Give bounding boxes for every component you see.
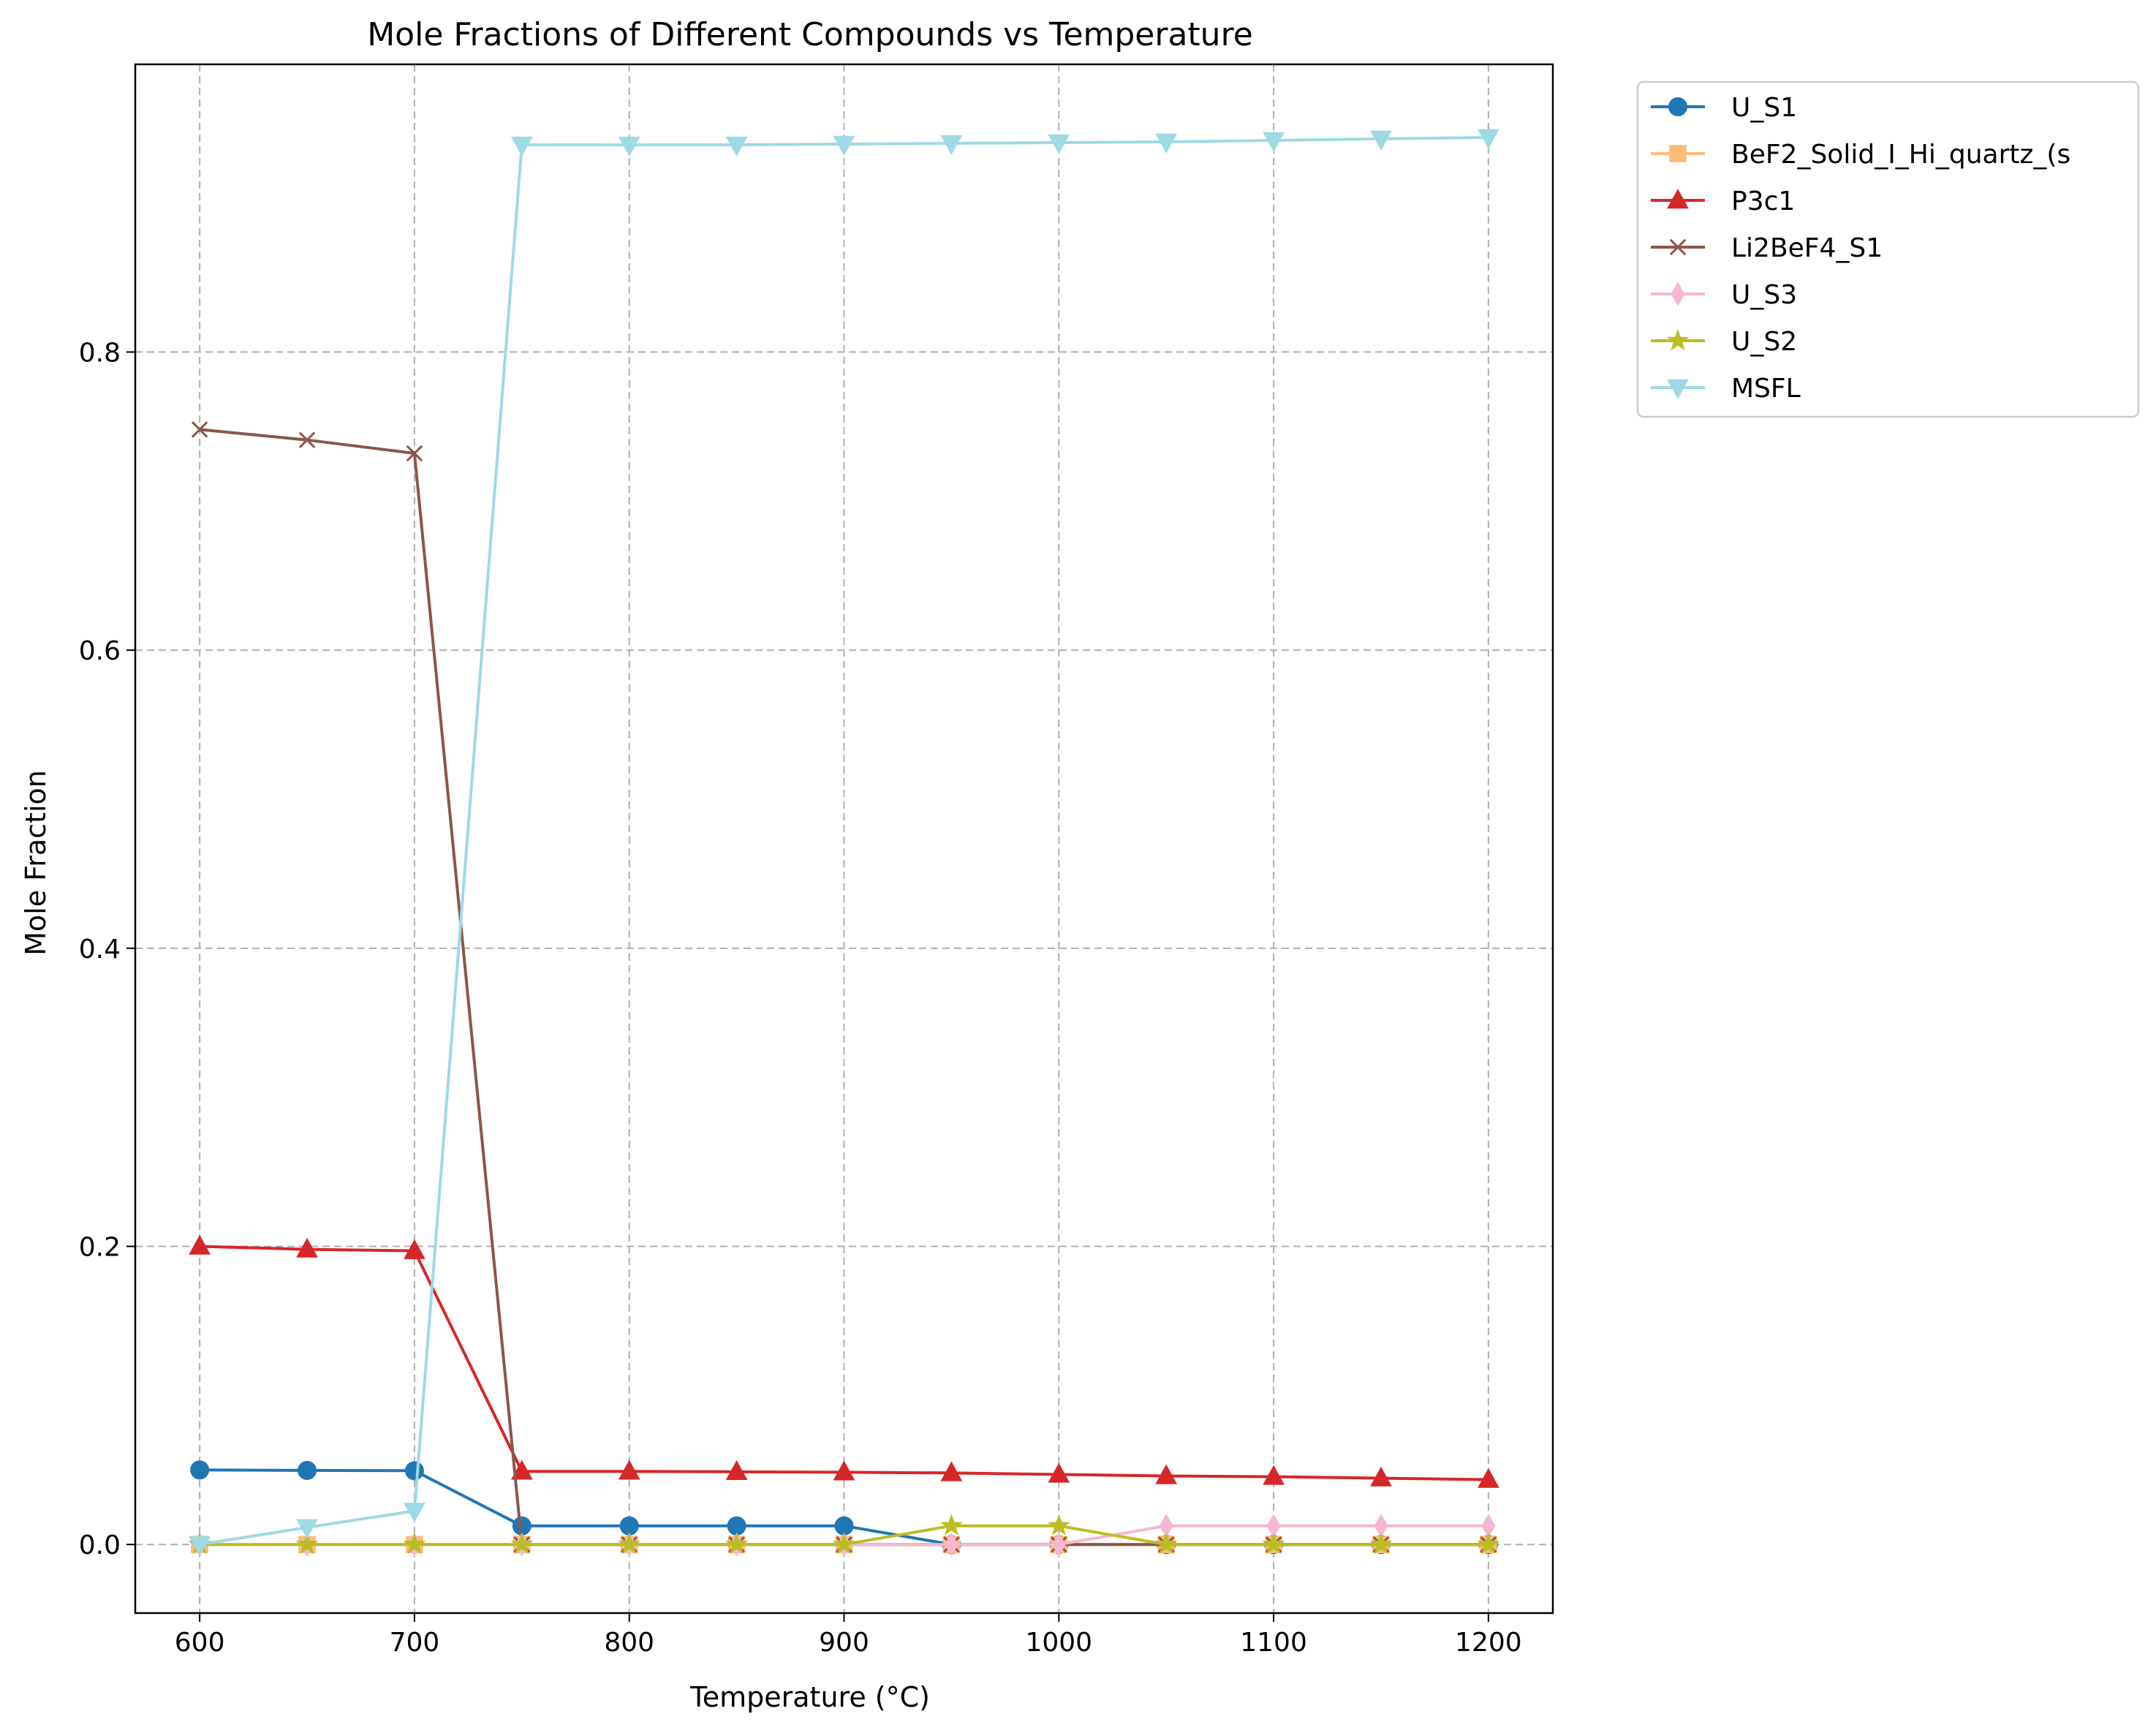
y-tick-label: 0.4 [79, 935, 121, 964]
data-point [1263, 1465, 1285, 1485]
data-point [1048, 1462, 1070, 1483]
legend-entry: MSFL [1651, 374, 1801, 404]
data-point [296, 1519, 318, 1539]
data-point [1155, 1464, 1178, 1484]
data-point [296, 1237, 318, 1258]
data-point [1369, 1533, 1393, 1555]
data-point [1671, 282, 1685, 306]
data-point [1669, 238, 1687, 256]
legend-entry: U_S2 [1651, 327, 1797, 357]
data-point [403, 1533, 426, 1555]
legend-label: BeF2_Solid_I_Hi_quartz_(s [1731, 140, 2070, 170]
data-point [1262, 1533, 1285, 1555]
data-point [725, 136, 748, 156]
data-point [1154, 1533, 1178, 1555]
data-point [298, 431, 316, 448]
y-tick-label: 0.2 [79, 1233, 121, 1263]
series-P3c1 [189, 1234, 1499, 1488]
x-marker-stroke [298, 431, 316, 448]
x-tick-label: 900 [819, 1628, 869, 1658]
data-point [1155, 133, 1178, 154]
data-point [404, 1503, 425, 1523]
data-point [834, 1516, 854, 1536]
data-point [191, 421, 208, 438]
data-point [1051, 1532, 1066, 1557]
data-point [1263, 132, 1285, 152]
data-point [1048, 134, 1070, 154]
x-tick-label: 1100 [1240, 1628, 1307, 1658]
data-point [510, 136, 533, 156]
x-tick-label: 1000 [1025, 1628, 1092, 1658]
x-tick-label: 700 [390, 1628, 440, 1658]
data-point [833, 1460, 855, 1481]
x-axis-label: Temperature (°C) [689, 1681, 930, 1713]
series-layer [188, 129, 1500, 1557]
data-point [1667, 189, 1689, 209]
legend-entry: U_S3 [1651, 280, 1797, 310]
legend-label: P3c1 [1731, 186, 1795, 216]
data-point [1370, 130, 1392, 151]
data-point [1667, 379, 1689, 399]
series-MSFL [189, 129, 1499, 1557]
data-point [510, 1460, 533, 1480]
data-point [190, 1460, 210, 1480]
y-tick-label: 0.0 [79, 1530, 121, 1560]
data-point [833, 1533, 855, 1555]
series-U_S2 [188, 1514, 1500, 1555]
legend-entry: BeF2_Solid_I_Hi_quartz_(s [1651, 140, 2070, 170]
legend-label: U_S2 [1731, 327, 1797, 357]
data-point [189, 1536, 211, 1557]
data-point [1370, 1466, 1392, 1487]
legend-entry: P3c1 [1651, 186, 1795, 216]
data-point [727, 1516, 746, 1536]
x-tick-label: 800 [604, 1628, 654, 1658]
y-tick-label: 0.6 [79, 636, 121, 666]
data-point [618, 1460, 640, 1480]
data-point [725, 1533, 749, 1555]
data-point [944, 1532, 958, 1557]
data-point [618, 1533, 641, 1555]
x-tick-label: 600 [175, 1628, 225, 1658]
legend-frame [1636, 80, 2140, 418]
data-point [939, 1514, 963, 1536]
data-point [406, 445, 423, 462]
data-point [1669, 145, 1687, 162]
legend-label: U_S1 [1731, 93, 1797, 123]
data-point [1477, 1468, 1499, 1488]
data-point [1477, 1533, 1500, 1555]
data-point [618, 136, 640, 156]
data-point [619, 1516, 639, 1536]
legend: U_S1 BeF2_Solid_I_Hi_quartz_(s P3c1 Li2BeF4… [1636, 80, 2140, 418]
data-point [1668, 97, 1687, 116]
data-point [404, 1461, 424, 1481]
x-marker-stroke [406, 445, 423, 462]
x-tick-label: 1200 [1455, 1628, 1522, 1658]
legend-label: MSFL [1731, 374, 1801, 404]
legend-entry: U_S1 [1651, 93, 1797, 123]
data-point [1047, 1514, 1070, 1536]
axis-ticks: 600 700 800 900 1000 1100 1200 0.0 0.2 0.4 0.6 0.8 [79, 338, 1522, 1658]
data-point [510, 1533, 534, 1555]
data-point [404, 1239, 425, 1259]
data-point [725, 1460, 748, 1480]
data-point [189, 1234, 211, 1255]
legend-entry: Li2BeF4_S1 [1651, 233, 1883, 263]
data-point [940, 135, 963, 155]
data-point [298, 1460, 317, 1480]
legend-label: Li2BeF4_S1 [1731, 233, 1883, 263]
data-point [1477, 129, 1499, 149]
x-marker-stroke [1669, 238, 1687, 256]
y-axis-label: Mole Fraction [20, 770, 52, 956]
data-point [833, 135, 855, 156]
chart-title: Mole Fractions of Different Compounds vs… [367, 16, 1253, 53]
y-tick-label: 0.8 [79, 338, 121, 368]
x-marker-stroke [191, 421, 208, 438]
data-point [940, 1461, 963, 1481]
plot-area-frame [134, 63, 1554, 1615]
data-point [295, 1533, 319, 1555]
data-point [1666, 328, 1690, 351]
legend-label: U_S3 [1731, 280, 1797, 310]
